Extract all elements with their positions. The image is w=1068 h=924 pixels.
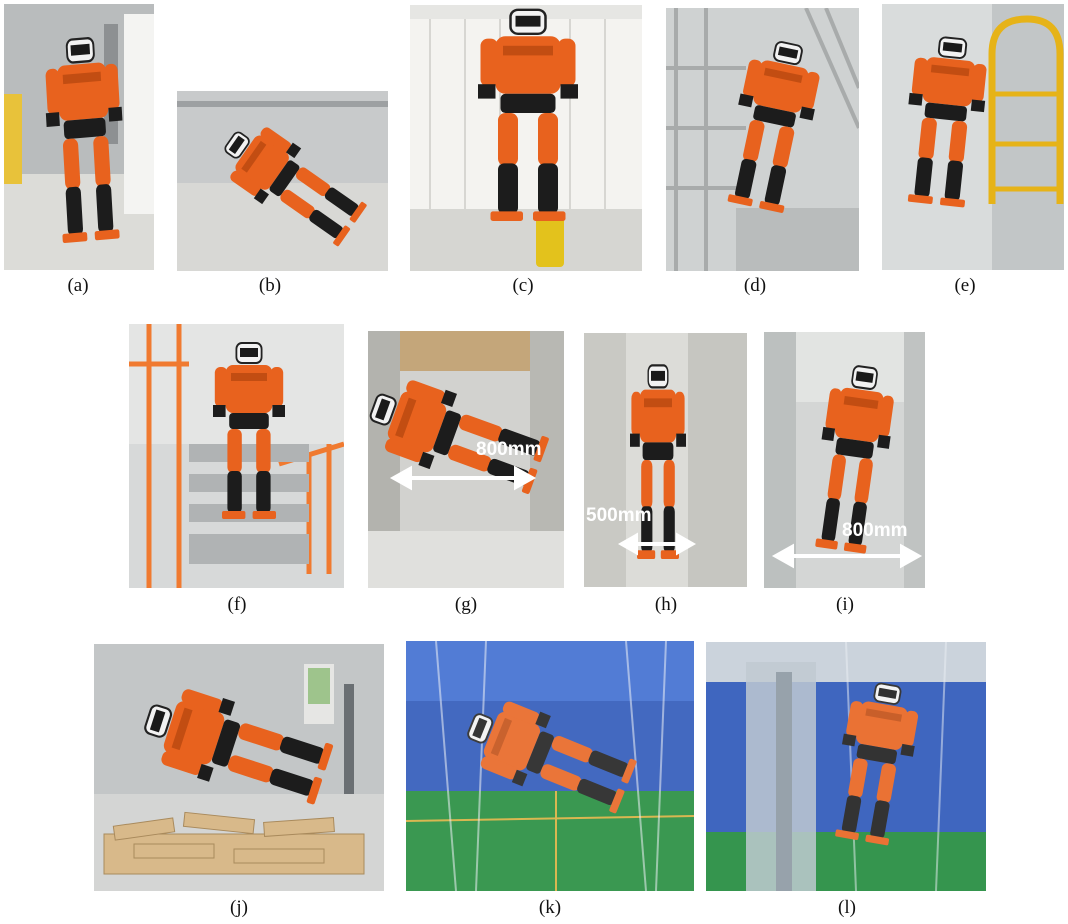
measurement-label-g: 800mm <box>476 439 542 460</box>
caption-e: (e) <box>954 275 976 296</box>
caption-i: (i) <box>836 594 854 615</box>
measurement-label-i: 800mm <box>842 520 908 541</box>
caption-g: (g) <box>454 594 478 615</box>
caption-j: (j) <box>230 897 248 918</box>
photo-f <box>129 324 344 588</box>
caption-c: (c) <box>512 275 534 296</box>
caption-f: (f) <box>227 594 247 615</box>
photo-j <box>94 644 384 891</box>
photo-l <box>706 642 986 891</box>
photo-c <box>410 5 642 271</box>
photo-k <box>406 641 694 891</box>
photo-e <box>882 4 1064 270</box>
dimension-arrow-i <box>771 543 923 569</box>
caption-l: (l) <box>838 897 856 918</box>
photo-d <box>666 8 859 271</box>
caption-a: (a) <box>67 275 89 296</box>
photo-g: 800mm <box>368 331 564 588</box>
photo-h: 500mm <box>584 333 747 587</box>
caption-d: (d) <box>743 275 767 296</box>
photo-a <box>4 4 154 270</box>
measurement-label-h: 500mm <box>586 505 652 526</box>
photo-b <box>177 91 388 271</box>
caption-b: (b) <box>258 275 282 296</box>
dimension-arrow-h <box>617 532 697 556</box>
caption-h: (h) <box>654 594 678 615</box>
dimension-arrow-g <box>389 465 537 491</box>
caption-k: (k) <box>538 897 562 918</box>
photo-i: 800mm <box>764 332 925 588</box>
